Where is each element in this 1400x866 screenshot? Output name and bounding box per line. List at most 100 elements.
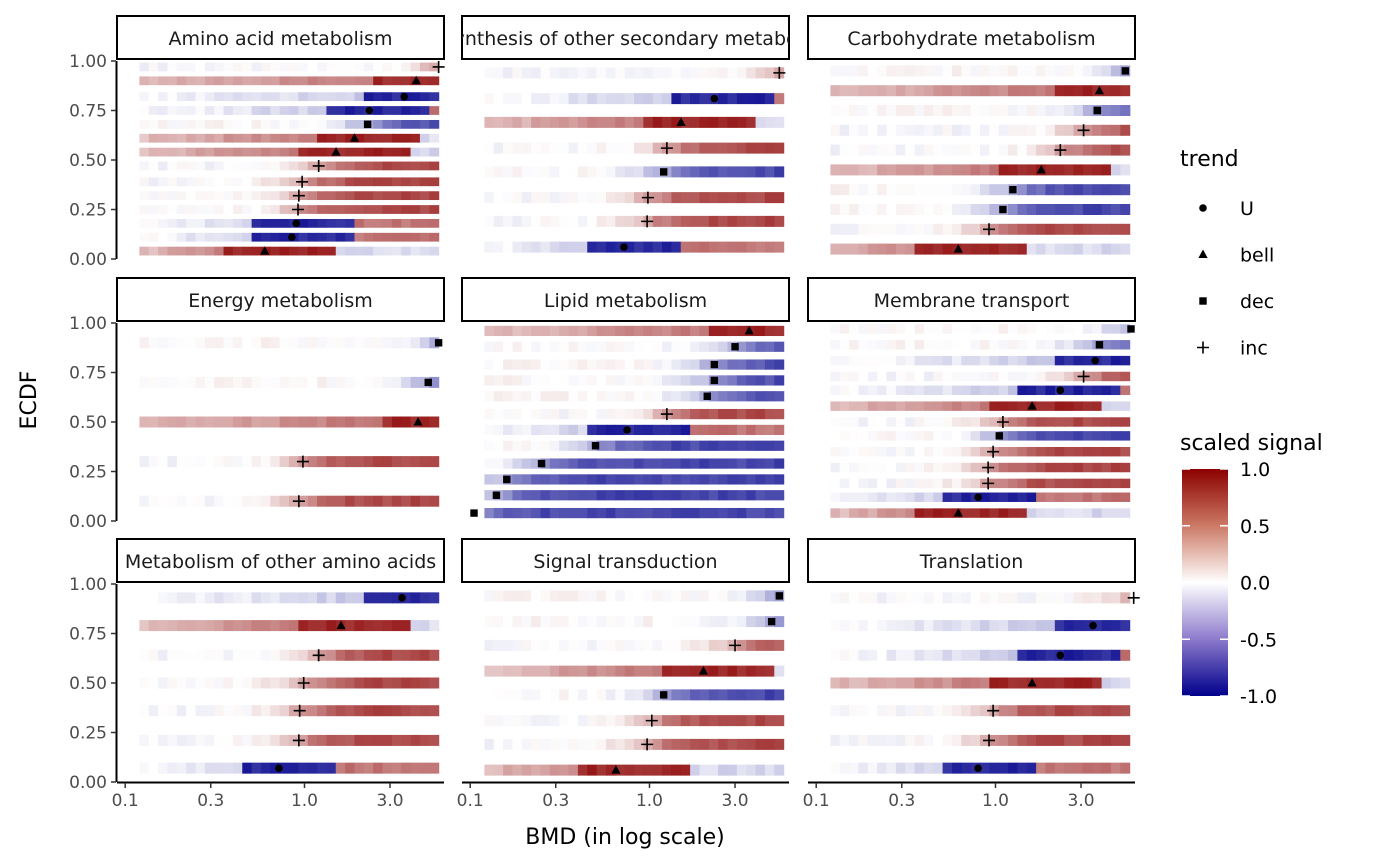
signal-cell (1054, 355, 1065, 366)
signal-cell (139, 147, 150, 157)
signal-cell (223, 649, 234, 661)
signal-cell (521, 424, 532, 436)
signal-cell (1064, 478, 1075, 489)
signal-cell (493, 391, 504, 402)
signal-cell (1120, 417, 1131, 427)
signal-cell (961, 446, 972, 457)
signal-cell (736, 192, 747, 204)
signal-cell (326, 76, 337, 86)
signal-cell (634, 490, 644, 501)
signal-cell (624, 490, 635, 501)
bmd-marker-dec (703, 392, 711, 400)
signal-cell (373, 232, 384, 242)
signal-cell (512, 142, 523, 154)
signal-cell (1054, 431, 1065, 441)
facet-title: Translation (919, 551, 1024, 573)
signal-cell (764, 93, 775, 105)
signal-cell (232, 416, 243, 428)
signal-cell (699, 116, 710, 128)
signal-cell (615, 474, 626, 485)
signal-row (484, 474, 785, 485)
signal-cell (363, 205, 374, 214)
signal-row (830, 478, 1131, 489)
signal-cell (1036, 223, 1047, 235)
signal-cell (1064, 65, 1075, 77)
signal-cell (680, 458, 691, 469)
signal-cell (736, 325, 747, 337)
facet-strip (461, 15, 790, 60)
signal-row (830, 492, 1131, 502)
signal-cell (1101, 223, 1112, 235)
signal-cell (577, 764, 588, 776)
signal-cell (1120, 340, 1131, 350)
signal-cell (158, 246, 169, 256)
signal-cell (531, 665, 542, 677)
signal-cell (1045, 204, 1056, 215)
signal-cell (998, 431, 1009, 441)
signal-cell (652, 241, 663, 253)
signal-cell (158, 119, 169, 129)
signal-cell (373, 133, 384, 143)
signal-cell (307, 147, 318, 157)
signal-row (830, 371, 1131, 382)
signal-cell (317, 119, 328, 129)
signal-cell (680, 359, 691, 370)
signal-cell (317, 495, 328, 507)
signal-cell (289, 147, 299, 157)
signal-cell (1082, 649, 1093, 661)
signal-cell (251, 416, 262, 428)
signal-cell (624, 590, 635, 602)
signal-cell (158, 106, 169, 115)
signal-row (830, 620, 1131, 632)
signal-cell (307, 119, 318, 129)
signal-row (139, 76, 440, 86)
signal-cell (540, 458, 551, 469)
signal-cell (680, 142, 691, 154)
signal-cell (923, 705, 934, 717)
signal-row (484, 764, 785, 776)
signal-cell (605, 116, 616, 128)
signal-cell (317, 147, 328, 157)
signal-cell (764, 359, 775, 370)
signal-cell (718, 408, 729, 420)
signal-cell (652, 738, 663, 750)
signal-cell (549, 215, 560, 227)
signal-cell (260, 649, 271, 661)
signal-cell (699, 424, 710, 436)
signal-row (484, 359, 785, 370)
signal-cell (980, 677, 990, 689)
signal-cell (298, 147, 309, 157)
bmd-marker-inc (982, 223, 995, 236)
signal-cell (391, 677, 402, 689)
signal-cell (493, 715, 504, 727)
signal-cell (1064, 492, 1075, 502)
signal-cell (1017, 65, 1028, 77)
signal-cell (914, 401, 925, 411)
signal-cell (652, 639, 663, 651)
signal-cell (549, 616, 560, 628)
signal-cell (905, 324, 916, 334)
signal-cell (279, 705, 290, 717)
signal-cell (1054, 592, 1065, 604)
signal-cell (503, 67, 514, 79)
signal-cell (877, 620, 888, 632)
signal-cell (279, 106, 290, 115)
signal-cell (289, 177, 299, 187)
signal-cell (830, 385, 841, 396)
signal-cell (980, 431, 990, 441)
signal-cell (223, 119, 234, 129)
signal-cell (410, 677, 421, 689)
signal-cell (998, 734, 1009, 746)
signal-cell (998, 164, 1009, 176)
signal-cell (727, 142, 738, 154)
signal-cell (690, 590, 701, 602)
signal-cell (652, 440, 663, 451)
signal-cell (989, 677, 1000, 689)
signal-cell (596, 424, 607, 436)
signal-cell (634, 738, 644, 750)
signal-cell (1073, 401, 1084, 411)
signal-cell (354, 456, 365, 468)
signal-cell (223, 376, 234, 388)
signal-cell (989, 184, 1000, 196)
signal-cell (1054, 446, 1065, 457)
